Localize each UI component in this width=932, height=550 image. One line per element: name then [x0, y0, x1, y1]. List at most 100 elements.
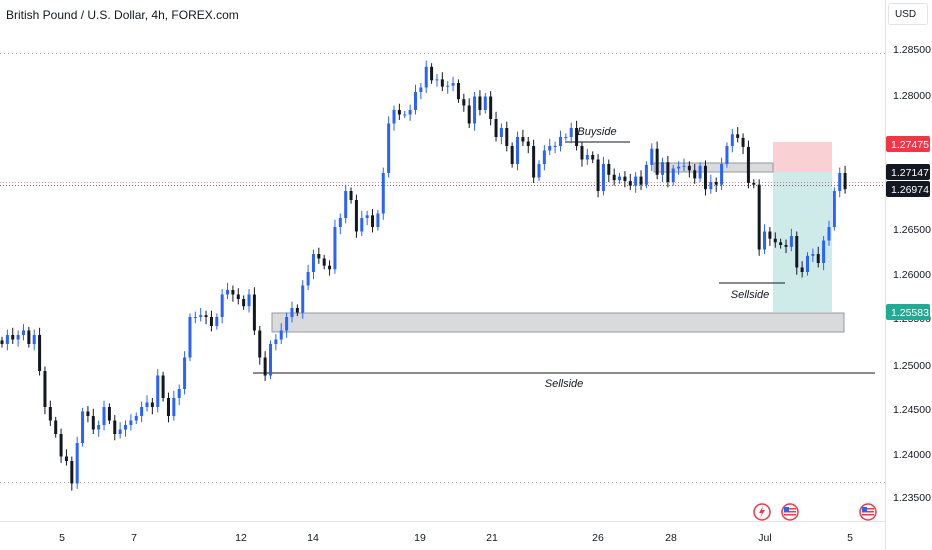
candle-body — [806, 255, 809, 272]
x-tick-label: 26 — [592, 532, 604, 544]
candle-body — [843, 173, 847, 190]
candle-body — [107, 407, 111, 421]
candle-body — [408, 110, 412, 115]
candle-body — [693, 170, 697, 179]
candle-body — [263, 357, 267, 376]
candle-body — [800, 267, 804, 272]
candle-body — [763, 231, 767, 250]
candle-body — [730, 134, 734, 146]
candle-body — [558, 137, 562, 146]
candle-body — [714, 182, 718, 185]
candle-body — [456, 83, 460, 100]
candle-body — [209, 317, 213, 326]
lower-demand-zone — [271, 312, 845, 333]
price-tag-last — [886, 181, 930, 197]
candle-body — [532, 146, 536, 178]
candle-body — [709, 182, 713, 190]
x-tick-label: 21 — [486, 532, 498, 544]
y-tick-label: 1.23500 — [893, 492, 931, 504]
candle-body — [757, 184, 761, 250]
candle-body — [16, 335, 20, 340]
candle-body — [344, 191, 348, 218]
candle-body — [483, 96, 487, 110]
supply-zones[interactable] — [271, 162, 845, 333]
candle-body — [247, 294, 251, 307]
candle-body — [827, 227, 831, 241]
candle-body — [596, 159, 600, 191]
candle-body — [81, 411, 85, 443]
candle-body — [285, 317, 289, 331]
candle-body — [381, 173, 385, 214]
candle-body — [612, 174, 616, 181]
us-flag-icon[interactable] — [859, 503, 877, 521]
candle-body — [360, 218, 364, 232]
candle-body — [140, 407, 144, 416]
y-tick-label: 1.28500 — [893, 44, 931, 56]
candle-body — [467, 105, 471, 124]
us-flag-icon[interactable] — [781, 503, 799, 521]
candle-body — [703, 165, 707, 190]
candle-body — [666, 162, 670, 182]
candle-body — [779, 242, 783, 245]
candle-body — [215, 317, 219, 326]
candle-body — [365, 215, 369, 218]
candle-body — [295, 308, 299, 313]
y-tick-label: 1.28000 — [893, 90, 931, 102]
candle-body — [129, 420, 133, 425]
candle-body — [5, 335, 9, 344]
x-tick-label: 5 — [847, 532, 853, 544]
y-tick-label: 1.24500 — [893, 404, 931, 416]
sellside-label-long: Sellside — [545, 378, 584, 390]
price-axis[interactable]: 1.28500 1.28000 1.26500 1.26000 1.25500 … — [886, 44, 931, 504]
candle-body — [736, 134, 740, 138]
candle-body — [387, 123, 391, 173]
price-tag-last-label: 1.26974 — [891, 184, 929, 196]
candle-body — [462, 99, 466, 106]
candle-body — [166, 398, 170, 416]
candle-body — [32, 335, 36, 344]
candle-body — [822, 240, 826, 263]
candle-body — [575, 128, 579, 146]
candle-body — [628, 181, 632, 186]
x-tick-label: 5 — [59, 532, 65, 544]
candle-body — [231, 290, 235, 295]
candle-body — [376, 213, 380, 227]
candle-body — [91, 416, 95, 430]
candle-body — [537, 164, 541, 178]
candle-body — [306, 272, 310, 286]
candles — [0, 60, 847, 491]
candle-body — [199, 315, 203, 317]
candle-body — [134, 416, 138, 421]
candle-body — [220, 294, 224, 317]
candle-body — [564, 137, 568, 138]
event-markers[interactable] — [753, 503, 877, 521]
candle-body — [54, 420, 58, 434]
candle-body — [473, 96, 477, 124]
candle-body — [21, 330, 25, 335]
candle-body — [623, 176, 627, 182]
candle-body — [328, 265, 332, 270]
candle-body — [290, 308, 294, 317]
price-tag-stop — [886, 136, 930, 152]
candle-body — [226, 290, 230, 295]
candle-body — [677, 166, 681, 169]
candle-body — [242, 299, 246, 307]
price-tag-entry — [886, 164, 930, 180]
price-tag-target — [886, 304, 930, 320]
candle-body — [752, 182, 756, 185]
candle-body — [526, 141, 530, 146]
lightning-icon[interactable] — [753, 503, 771, 521]
candle-body — [650, 148, 654, 165]
candle-body — [424, 66, 428, 88]
candle-body — [403, 114, 407, 116]
time-axis[interactable]: 5 7 12 14 19 21 26 28 Jul 5 — [59, 532, 853, 544]
candle-body — [11, 335, 15, 340]
candle-body — [236, 294, 240, 299]
y-tick-label: 1.26000 — [893, 269, 931, 281]
candle-body — [75, 443, 79, 484]
currency-selector[interactable]: USD — [888, 3, 928, 25]
position-tool[interactable] — [773, 142, 832, 312]
candle-body — [510, 146, 514, 164]
candle-body — [553, 146, 557, 147]
